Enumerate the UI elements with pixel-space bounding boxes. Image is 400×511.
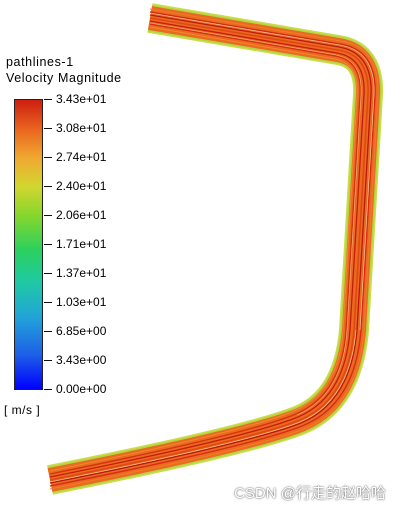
watermark-text: CSDN @行走的赵哈哈: [234, 485, 386, 502]
colorbar-tick-label: 2.74e+01: [56, 150, 107, 164]
colorbar-tick: [44, 215, 52, 216]
colorbar-tick-label: 3.43e+00: [56, 353, 107, 367]
colorbar-tick-label: 1.37e+01: [56, 266, 107, 280]
colorbar-tick: [44, 331, 52, 332]
colorbar-tick: [44, 128, 52, 129]
colorbar-tick: [44, 186, 52, 187]
colorbar-tick: [44, 99, 52, 100]
colorbar-tick: [44, 244, 52, 245]
colorbar-tick: [44, 389, 52, 390]
colorbar-tick: [44, 360, 52, 361]
units-label: [ m/s ]: [4, 403, 41, 417]
legend-title: pathlines-1: [6, 55, 74, 69]
colorbar-tick-label: 3.43e+01: [56, 92, 107, 106]
colorbar-tick-label: 1.03e+01: [56, 295, 107, 309]
colorbar-tick-label: 6.85e+00: [56, 324, 107, 338]
colorbar-tick: [44, 157, 52, 158]
pathline-bundle: [49, 8, 379, 490]
colorbar-tick-label: 2.06e+01: [56, 208, 107, 222]
pipe-body: [47, 6, 381, 492]
colorbar-tick-label: 2.40e+01: [56, 179, 107, 193]
colorbar-tick-label: 3.08e+01: [56, 121, 107, 135]
legend-subtitle: Velocity Magnitude: [6, 71, 122, 85]
colorbar-tick-label: 0.00e+00: [56, 382, 107, 396]
colorbar-tick: [44, 273, 52, 274]
colorbar-tick: [44, 302, 52, 303]
colorbar-tick-label: 1.71e+01: [56, 237, 107, 251]
color-scale-bar: [14, 99, 43, 390]
